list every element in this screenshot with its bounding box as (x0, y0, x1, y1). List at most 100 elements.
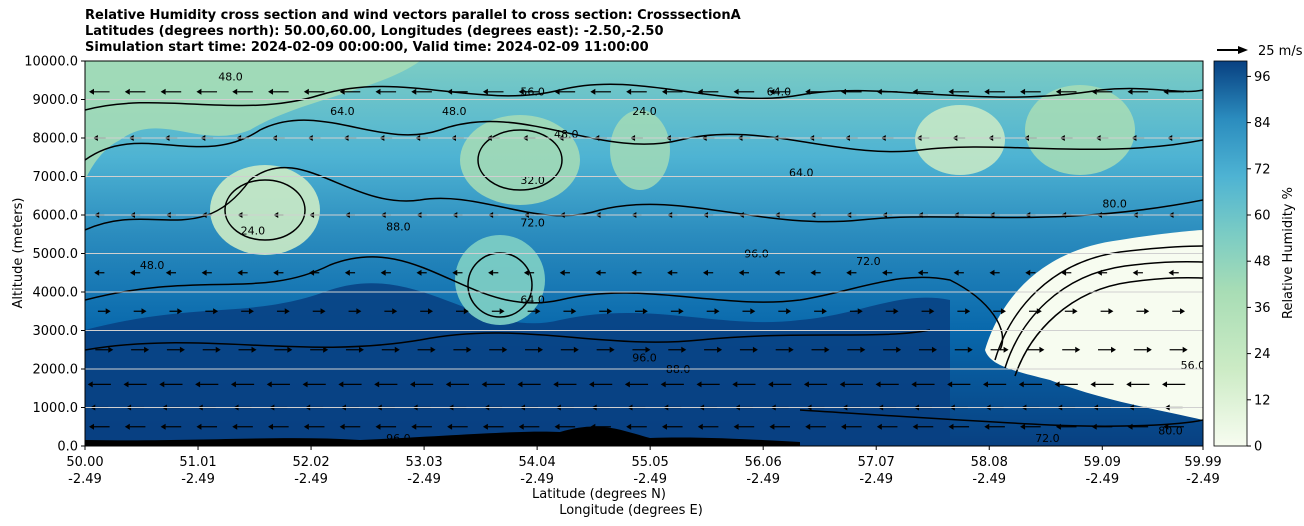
title-line-3: Simulation start time: 2024-02-09 00:00:… (85, 40, 649, 55)
wind-vector-head (1146, 346, 1152, 353)
wind-vector-head (248, 308, 254, 315)
wind-vector-head (717, 346, 723, 353)
wind-vector-head (232, 423, 238, 430)
contour-label: 80.0 (1158, 424, 1183, 437)
dry-lower-right (985, 230, 1203, 420)
colorbar-tick-label: 48 (1254, 255, 1271, 270)
wind-vector-head (554, 88, 560, 95)
wind-vector-head (810, 269, 816, 276)
wind-vector-head (642, 308, 648, 315)
wind-vector-head (375, 423, 381, 430)
wind-vector-head (554, 423, 560, 430)
wind-vector-head (445, 381, 451, 388)
wind-vector-head (159, 381, 165, 388)
y-tick-label: 4000.0 (33, 286, 79, 301)
wind-vector-head (947, 381, 953, 388)
wind-vector-head (769, 423, 775, 430)
wind-vector-head (1039, 346, 1045, 353)
wind-vector-head (123, 381, 129, 388)
wind-vector-head (268, 88, 274, 95)
wind-vector-head (177, 308, 183, 315)
wind-vector-head (430, 346, 436, 353)
wind-vector-head (481, 381, 487, 388)
x-tick-label-lon: -2.49 (633, 472, 667, 487)
dry-pocket-f (1025, 85, 1135, 175)
wind-vector-head (1020, 88, 1026, 95)
wind-vector-head (1090, 381, 1096, 388)
wind-vector-head (1054, 381, 1060, 388)
wind-vector-head (876, 88, 882, 95)
wind-vector-head (105, 308, 111, 315)
wind-vector-head (358, 346, 364, 353)
wind-vector-head (302, 381, 308, 388)
wind-vector-head (339, 88, 345, 95)
x-tick-label-lat: 55.05 (632, 455, 669, 470)
quiver-key-arrowhead (1238, 46, 1248, 54)
wind-vector-head (160, 423, 166, 430)
wind-vector-head (559, 269, 565, 276)
wind-vector-head (984, 88, 990, 95)
contour-label: 64.0 (330, 105, 355, 118)
wind-vector-head (466, 346, 472, 353)
wind-vector-head (452, 269, 458, 276)
wind-vector-head (518, 88, 524, 95)
wind-vector-head (768, 381, 774, 388)
y-tick-label: 1000.0 (33, 401, 79, 416)
contour-label: 24.0 (241, 224, 266, 237)
y-tick-label: 7000.0 (33, 170, 79, 185)
wind-vector-head (931, 346, 937, 353)
wind-vector-head (94, 269, 100, 276)
wind-vector-head (839, 381, 845, 388)
contour-label: 96.0 (632, 351, 657, 364)
wind-vector-head (589, 381, 595, 388)
colorbar-gradient (1213, 60, 1248, 447)
wind-vector-head (882, 269, 888, 276)
dry-pocket-d (610, 110, 670, 190)
x-tick-label-lon: -2.49 (972, 472, 1006, 487)
wind-vector-head (1162, 381, 1168, 388)
wind-vector-head (732, 381, 738, 388)
wind-vector-head (88, 423, 94, 430)
moist-low-layer (85, 283, 950, 446)
y-tick-label: 9000.0 (33, 93, 79, 108)
wind-vector-head (1061, 269, 1067, 276)
colorbar-ticks: 0 12 24 36 48 60 72 84 96 (1247, 70, 1271, 455)
y-tick-label: 6000.0 (33, 209, 79, 224)
gridlines (85, 99, 1203, 408)
wind-vector-head (1091, 423, 1097, 430)
wind-vector-head (661, 423, 667, 430)
y-tick-label: 5000.0 (33, 247, 79, 262)
wind-vector-head (965, 308, 971, 315)
x-tick-label-lat: 58.08 (971, 455, 1008, 470)
wind-vector-head (1018, 381, 1024, 388)
wind-vector-head (609, 346, 615, 353)
wind-vector-head (215, 346, 221, 353)
wind-vector-head (411, 88, 417, 95)
wind-vector-head (661, 88, 667, 95)
wind-vector-head (841, 423, 847, 430)
x-tick-label-lat: 52.02 (292, 455, 329, 470)
wind-vector-head (323, 346, 329, 353)
wind-vector-head (805, 423, 811, 430)
wind-vector-head (196, 423, 202, 430)
colorbar-tick-label: 36 (1254, 301, 1271, 316)
wind-vector-head (876, 423, 882, 430)
wind-vector-head (1072, 308, 1078, 315)
wind-vector-head (1182, 346, 1188, 353)
wind-vector-head (463, 308, 469, 315)
wind-vector-head (1144, 308, 1150, 315)
contour-label: 48.0 (218, 70, 243, 83)
wind-vector-head (160, 88, 166, 95)
wind-vector-head (251, 346, 257, 353)
wind-vector-head (1055, 423, 1061, 430)
wind-vector-head (1055, 88, 1061, 95)
wind-vector-head (266, 381, 272, 388)
wind-vector-head (268, 423, 274, 430)
x-tick-label-lon: -2.49 (746, 472, 780, 487)
wind-vector-head (697, 423, 703, 430)
wind-vector-head (1020, 423, 1026, 430)
wind-vector-head (338, 381, 344, 388)
x-tick-label-lat: 53.03 (405, 455, 442, 470)
wind-vector-head (788, 346, 794, 353)
wind-vector-head (108, 346, 114, 353)
